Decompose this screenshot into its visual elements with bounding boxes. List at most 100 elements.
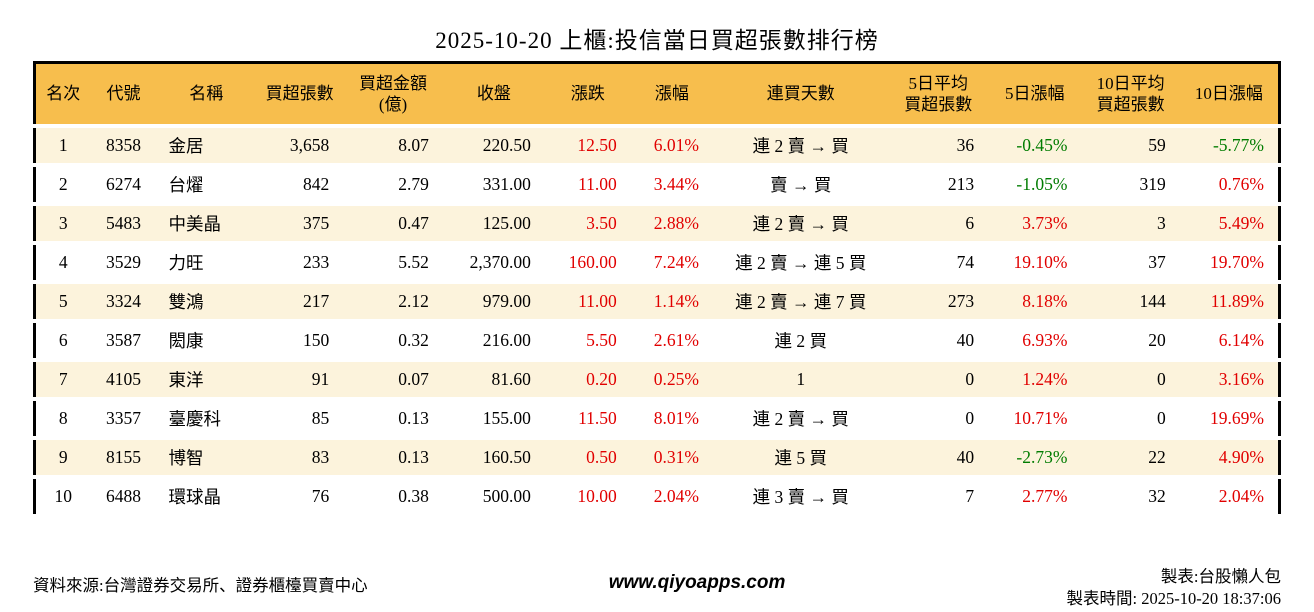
cell-avg10-net-buy: 32	[1081, 475, 1180, 518]
cell-pct5-change: 3.73%	[988, 202, 1082, 245]
cell-pct10-change: 11.89%	[1179, 280, 1280, 323]
cell-streak-days: 連 3 賣 → 買	[712, 475, 889, 518]
cell-pct5-change: 8.18%	[988, 280, 1082, 323]
cell-pct10-change: -5.77%	[1179, 124, 1280, 167]
cell-net-buy-shares: 3,658	[256, 124, 344, 167]
cell-rank: 5	[34, 280, 91, 323]
cell-avg5-net-buy: 6	[888, 202, 989, 245]
cell-avg5-net-buy: 7	[888, 475, 989, 518]
cell-name: 博智	[156, 436, 257, 479]
cell-change-pct: 2.88%	[630, 202, 713, 245]
cell-net-buy-shares: 217	[256, 280, 344, 323]
cell-change: 0.20	[544, 358, 631, 401]
cell-code: 5483	[90, 202, 157, 245]
table-row: 1 8358 金居 3,658 8.07 220.50 12.50 6.01% 連 2 賣 → …	[34, 124, 1280, 167]
cell-code: 3324	[90, 280, 157, 323]
cell-change: 5.50	[544, 319, 631, 362]
cell-code: 3529	[90, 241, 157, 284]
cell-change: 0.50	[544, 436, 631, 479]
cell-avg5-net-buy: 273	[888, 280, 989, 323]
table-row: 7 4105 東洋 91 0.07 81.60 0.20 0.25% 1 0 1.24% 0 3.16%	[34, 358, 1280, 401]
cell-net-buy-amount: 2.79	[343, 163, 443, 206]
cell-net-buy-amount: 0.13	[343, 436, 443, 479]
cell-net-buy-amount: 0.13	[343, 397, 443, 440]
cell-pct10-change: 6.14%	[1179, 319, 1280, 362]
cell-code: 4105	[90, 358, 157, 401]
cell-close: 500.00	[442, 475, 545, 518]
cell-net-buy-amount: 0.38	[343, 475, 443, 518]
cell-avg10-net-buy: 20	[1081, 319, 1180, 362]
cell-name: 中美晶	[156, 202, 257, 245]
header-avg5-net-buy: 5日平均 買超張數	[888, 62, 989, 128]
cell-avg10-net-buy: 0	[1081, 397, 1180, 440]
table-header-row: 名次 代號 名稱 買超張數 買超金額 (億) 收盤 漲跌 漲幅 連買天數 5日平均 買超張數 5日漲…	[34, 62, 1280, 128]
credits: 製表:台股懶人包 製表時間: 2025-10-20 18:37:06	[1066, 566, 1281, 611]
cell-streak-days: 連 2 賣 → 買	[712, 124, 889, 167]
cell-name: 閎康	[156, 319, 257, 362]
cell-name: 環球晶	[156, 475, 257, 518]
cell-net-buy-shares: 76	[256, 475, 344, 518]
cell-net-buy-amount: 2.12	[343, 280, 443, 323]
cell-net-buy-shares: 842	[256, 163, 344, 206]
cell-close: 220.50	[442, 124, 545, 167]
cell-change: 12.50	[544, 124, 631, 167]
cell-name: 台燿	[156, 163, 257, 206]
cell-net-buy-shares: 83	[256, 436, 344, 479]
cell-rank: 1	[34, 124, 91, 167]
cell-avg5-net-buy: 0	[888, 397, 989, 440]
header-name: 名稱	[156, 62, 257, 128]
cell-avg10-net-buy: 144	[1081, 280, 1180, 323]
cell-streak-days: 連 2 賣 → 買	[712, 397, 889, 440]
cell-pct5-change: 6.93%	[988, 319, 1082, 362]
cell-change: 160.00	[544, 241, 631, 284]
cell-pct10-change: 5.49%	[1179, 202, 1280, 245]
cell-close: 81.60	[442, 358, 545, 401]
ranking-table: 名次 代號 名稱 買超張數 買超金額 (億) 收盤 漲跌 漲幅 連買天數 5日平均 買超張數 5日漲…	[33, 61, 1281, 518]
header-net-buy-amount: 買超金額 (億)	[343, 62, 443, 128]
cell-pct5-change: -0.45%	[988, 124, 1082, 167]
cell-streak-days: 連 2 賣 → 買	[712, 202, 889, 245]
website-label: www.qiyoapps.com	[608, 572, 786, 593]
data-source-label: 資料來源:台灣證券交易所、證券櫃檯買賣中心	[33, 576, 368, 595]
header-close: 收盤	[442, 62, 545, 128]
header-net-buy-shares: 買超張數	[256, 62, 344, 128]
cell-pct5-change: 19.10%	[988, 241, 1082, 284]
cell-avg10-net-buy: 0	[1081, 358, 1180, 401]
cell-name: 東洋	[156, 358, 257, 401]
cell-close: 979.00	[442, 280, 545, 323]
cell-streak-days: 1	[712, 358, 889, 401]
cell-net-buy-amount: 0.07	[343, 358, 443, 401]
cell-close: 125.00	[442, 202, 545, 245]
cell-pct5-change: 1.24%	[988, 358, 1082, 401]
cell-name: 雙鴻	[156, 280, 257, 323]
cell-change-pct: 2.04%	[630, 475, 713, 518]
cell-net-buy-shares: 91	[256, 358, 344, 401]
cell-net-buy-shares: 85	[256, 397, 344, 440]
cell-pct10-change: 19.69%	[1179, 397, 1280, 440]
cell-code: 3357	[90, 397, 157, 440]
timestamp-label: 製表時間: 2025-10-20 18:37:06	[1066, 589, 1281, 609]
cell-close: 155.00	[442, 397, 545, 440]
cell-pct5-change: 2.77%	[988, 475, 1082, 518]
cell-avg10-net-buy: 319	[1081, 163, 1180, 206]
cell-close: 2,370.00	[442, 241, 545, 284]
cell-pct10-change: 0.76%	[1179, 163, 1280, 206]
cell-change-pct: 8.01%	[630, 397, 713, 440]
cell-streak-days: 連 2 賣 → 連 5 買	[712, 241, 889, 284]
cell-avg5-net-buy: 0	[888, 358, 989, 401]
cell-streak-days: 連 5 買	[712, 436, 889, 479]
cell-pct5-change: 10.71%	[988, 397, 1082, 440]
cell-close: 216.00	[442, 319, 545, 362]
cell-rank: 6	[34, 319, 91, 362]
page-title: 2025-10-20 上櫃:投信當日買超張數排行榜	[435, 28, 879, 53]
cell-net-buy-shares: 150	[256, 319, 344, 362]
cell-code: 6488	[90, 475, 157, 518]
header-streak-days: 連買天數	[712, 62, 889, 128]
header-avg10-net-buy: 10日平均 買超張數	[1081, 62, 1180, 128]
header-change: 漲跌	[544, 62, 631, 128]
cell-change: 11.00	[544, 280, 631, 323]
footer: 資料來源:台灣證券交易所、證券櫃檯買賣中心 www.qiyoapps.com 製…	[0, 560, 1314, 612]
cell-name: 力旺	[156, 241, 257, 284]
cell-change-pct: 6.01%	[630, 124, 713, 167]
